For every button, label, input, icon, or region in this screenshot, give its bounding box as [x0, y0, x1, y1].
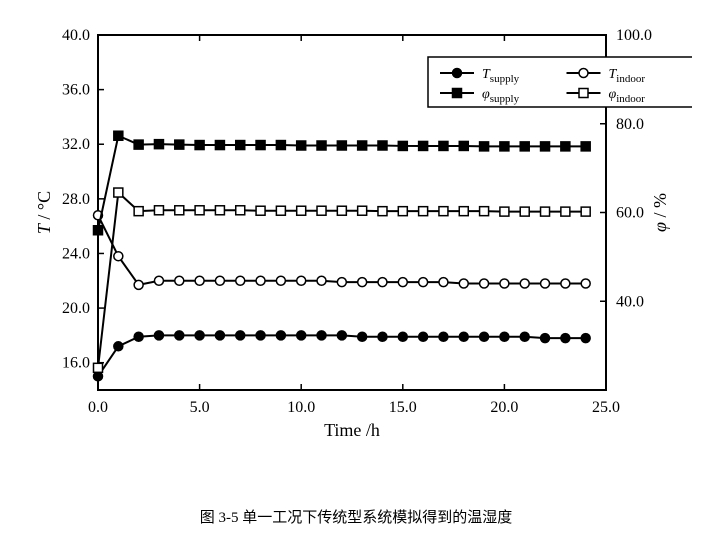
svg-text:60.0: 60.0	[616, 205, 644, 222]
svg-text:28.0: 28.0	[62, 191, 90, 208]
svg-text:40.0: 40.0	[616, 293, 644, 310]
dual-axis-chart: 0.0 5.0 10.0 15.0 20.0 25.0 16.0 20.0 24.0 28.0 32…	[20, 20, 692, 450]
svg-text:32.0: 32.0	[62, 136, 90, 153]
svg-text:25.0: 25.0	[592, 399, 620, 416]
svg-text:15.0: 15.0	[389, 399, 417, 416]
figure-caption: 图 3-5 单一工况下传统型系统模拟得到的温湿度	[20, 506, 692, 527]
svg-text:16.0: 16.0	[62, 355, 90, 372]
chart-container: 0.0 5.0 10.0 15.0 20.0 25.0 16.0 20.0 24.0 28.0 32…	[20, 20, 692, 498]
svg-text:80.0: 80.0	[616, 116, 644, 133]
svg-text:40.0: 40.0	[62, 27, 90, 44]
svg-text:24.0: 24.0	[62, 245, 90, 262]
svg-text:10.0: 10.0	[287, 399, 315, 416]
svg-text:100.0: 100.0	[616, 27, 652, 44]
svg-text:20.0: 20.0	[62, 300, 90, 317]
svg-text:5.0: 5.0	[190, 399, 210, 416]
svg-text:φ / %: φ / %	[650, 193, 670, 232]
svg-text:36.0: 36.0	[62, 82, 90, 99]
svg-text:T / °C: T / °C	[34, 191, 54, 234]
svg-text:Time /h: Time /h	[324, 420, 380, 440]
svg-text:20.0: 20.0	[490, 399, 518, 416]
svg-text:0.0: 0.0	[88, 399, 108, 416]
